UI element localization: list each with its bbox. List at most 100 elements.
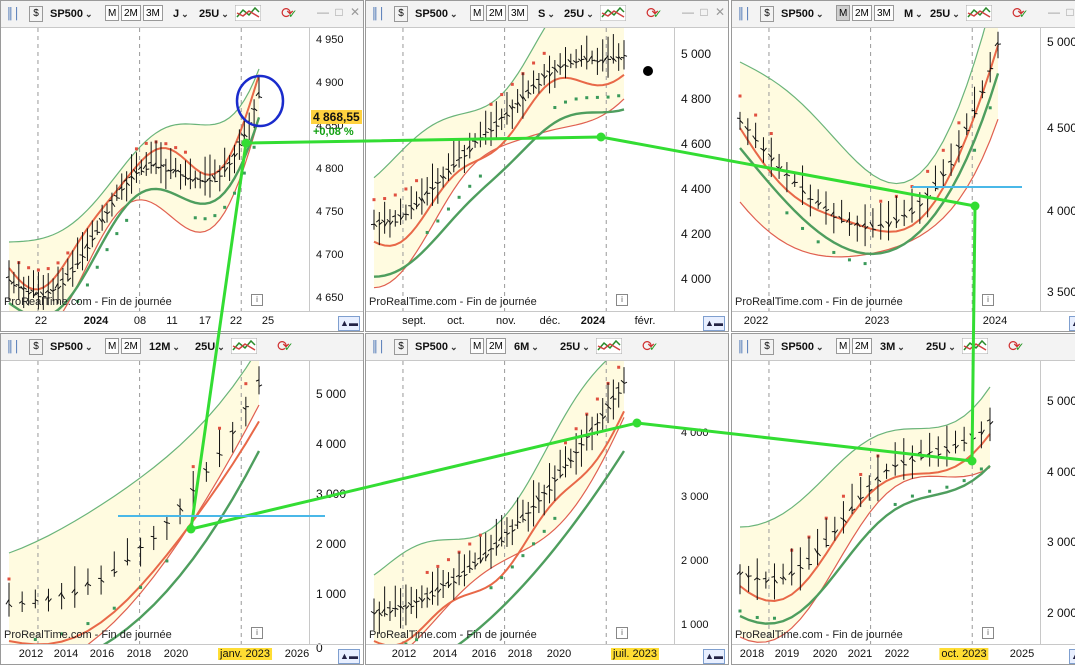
- link-icon[interactable]: $: [394, 6, 408, 22]
- scroll-button-icon[interactable]: ▲▬: [338, 316, 360, 331]
- refresh-icon[interactable]: ⟳✓: [1012, 5, 1029, 22]
- period-button-m[interactable]: M: [836, 338, 851, 354]
- timeframe-select[interactable]: 3M ⌄: [880, 341, 905, 353]
- price-bar-open: [176, 504, 181, 508]
- price-chart[interactable]: ProRealTime.com - Fin de journée i: [732, 28, 1040, 311]
- minimize-icon[interactable]: —: [317, 5, 329, 19]
- period-button-3m[interactable]: 3M: [874, 5, 894, 21]
- price-chart[interactable]: ProRealTime.com - Fin de journée i: [732, 361, 1040, 644]
- period-button-m[interactable]: M: [470, 338, 485, 354]
- period-button-m[interactable]: M: [105, 338, 120, 354]
- link-icon[interactable]: $: [29, 339, 43, 355]
- period-button-3m[interactable]: 3M: [143, 5, 163, 21]
- sar-dot: [393, 193, 397, 197]
- price-bar-close: [373, 611, 378, 615]
- units-select[interactable]: 25U ⌄: [195, 341, 225, 353]
- price-bar-open: [487, 127, 492, 131]
- chart-panel-6[interactable]: ║│ $ SP500 ⌄ M 2M 3M ⌄ 25U ⌄ ⟳✓ ProRealTime.com …: [731, 333, 1075, 665]
- link-icon[interactable]: $: [760, 339, 774, 355]
- chart-panel-5[interactable]: ║│ $ SP500 ⌄ M 2M 6M ⌄ 25U ⌄ ⟳✓ ProRealTime.com …: [365, 333, 729, 665]
- indicators-icon[interactable]: [595, 337, 623, 356]
- scroll-button-icon[interactable]: ▲▬: [1069, 649, 1075, 664]
- info-icon[interactable]: i: [982, 627, 994, 639]
- scroll-button-icon[interactable]: ▲▬: [338, 649, 360, 664]
- ticker-select[interactable]: SP500 ⌄: [50, 341, 93, 353]
- units-select[interactable]: 25U ⌄: [564, 8, 594, 20]
- price-chart[interactable]: ProRealTime.com - Fin de journée i: [366, 361, 674, 644]
- bar-chart-icon[interactable]: ║│: [371, 341, 386, 353]
- info-icon[interactable]: i: [251, 294, 263, 306]
- scroll-button-icon[interactable]: ▲▬: [703, 316, 725, 331]
- indicators-icon[interactable]: [599, 4, 627, 23]
- timeframe-select[interactable]: 6M ⌄: [514, 341, 539, 353]
- units-select[interactable]: 25U ⌄: [199, 8, 229, 20]
- x-tick-label: 2018: [739, 648, 765, 660]
- period-button-m[interactable]: M: [105, 5, 120, 21]
- units-select[interactable]: 25U ⌄: [930, 8, 960, 20]
- link-icon[interactable]: $: [29, 6, 43, 22]
- period-button-2m[interactable]: 2M: [852, 338, 872, 354]
- maximize-icon[interactable]: □: [700, 5, 708, 19]
- chart-panel-4[interactable]: ║│ $ SP500 ⌄ M 2M 12M ⌄ 25U ⌄ ⟳✓ ProRealTime.com…: [0, 333, 364, 665]
- timeframe-select[interactable]: J ⌄: [173, 8, 189, 20]
- period-button-3m[interactable]: 3M: [508, 5, 528, 21]
- chart-panel-1[interactable]: ║│ $ SP500 ⌄ M 2M 3M J ⌄ 25U ⌄ ⟳✓ — □ ✕ ProRealTime.…: [0, 0, 364, 332]
- period-button-2m[interactable]: 2M: [486, 338, 506, 354]
- indicators-icon[interactable]: [234, 4, 262, 23]
- maximize-icon[interactable]: □: [1066, 5, 1074, 19]
- close-icon[interactable]: ✕: [714, 5, 726, 19]
- price-chart[interactable]: ProRealTime.com - Fin de journée i: [1, 28, 309, 311]
- refresh-icon[interactable]: ⟳✓: [642, 338, 659, 355]
- price-bar-close: [490, 129, 495, 132]
- indicators-icon[interactable]: [965, 4, 993, 23]
- link-icon[interactable]: $: [394, 339, 408, 355]
- period-button-m[interactable]: M: [836, 5, 851, 21]
- ticker-select[interactable]: SP500 ⌄: [415, 8, 458, 20]
- bar-chart-icon[interactable]: ║│: [6, 341, 21, 353]
- bar-chart-icon[interactable]: ║│: [737, 8, 752, 20]
- close-icon[interactable]: ✕: [349, 5, 361, 19]
- info-icon[interactable]: i: [982, 294, 994, 306]
- chart-panel-2[interactable]: ║│ $ SP500 ⌄ M 2M 3M S ⌄ 25U ⌄ ⟳✓ — □ ✕ ProRealTime.…: [365, 0, 729, 332]
- period-button-m[interactable]: M: [470, 5, 485, 21]
- info-icon[interactable]: i: [616, 627, 628, 639]
- timeframe-select[interactable]: M ⌄: [904, 8, 923, 20]
- ticker-select[interactable]: SP500 ⌄: [781, 8, 824, 20]
- highlighted-date-label: janv. 2023: [218, 648, 272, 660]
- period-button-2m[interactable]: 2M: [852, 5, 872, 21]
- timeframe-select[interactable]: 12M ⌄: [149, 341, 180, 353]
- price-chart[interactable]: ProRealTime.com - Fin de journée i: [366, 28, 674, 311]
- minimize-icon[interactable]: —: [682, 5, 694, 19]
- refresh-icon[interactable]: ⟳✓: [277, 338, 294, 355]
- info-icon[interactable]: i: [251, 627, 263, 639]
- bar-chart-icon[interactable]: ║│: [6, 8, 21, 20]
- indicators-icon[interactable]: [230, 337, 258, 356]
- ticker-select[interactable]: SP500 ⌄: [50, 8, 93, 20]
- scroll-button-icon[interactable]: ▲▬: [1069, 316, 1075, 331]
- price-chart[interactable]: ProRealTime.com - Fin de journée i: [1, 361, 309, 644]
- units-select[interactable]: 25U ⌄: [926, 341, 956, 353]
- price-bar-open: [583, 55, 588, 61]
- price-bar-close: [739, 120, 744, 124]
- timeframe-select[interactable]: S ⌄: [538, 8, 555, 20]
- refresh-icon[interactable]: ⟳✓: [646, 5, 663, 22]
- scroll-button-icon[interactable]: ▲▬: [703, 649, 725, 664]
- bar-chart-icon[interactable]: ║│: [371, 8, 386, 20]
- units-select[interactable]: 25U ⌄: [560, 341, 590, 353]
- indicators-icon[interactable]: [961, 337, 989, 356]
- period-button-2m[interactable]: 2M: [121, 338, 141, 354]
- refresh-icon[interactable]: ⟳✓: [1008, 338, 1025, 355]
- price-bar-open: [771, 575, 775, 578]
- chart-panel-3[interactable]: ║│ $ SP500⌄ M2M3MM⌄25U⌄⟳✓—□✕ProRealTime.…: [731, 0, 1075, 332]
- period-button-2m[interactable]: 2M: [486, 5, 506, 21]
- ticker-select[interactable]: SP500 ⌄: [415, 341, 458, 353]
- maximize-icon[interactable]: □: [335, 5, 343, 19]
- minimize-icon[interactable]: —: [1048, 5, 1060, 19]
- ticker-select[interactable]: SP500 ⌄: [781, 341, 824, 353]
- link-icon[interactable]: $: [760, 6, 774, 22]
- sar-dot: [988, 106, 992, 110]
- bar-chart-icon[interactable]: ║│: [737, 341, 752, 353]
- info-icon[interactable]: i: [616, 294, 628, 306]
- period-button-2m[interactable]: 2M: [121, 5, 141, 21]
- refresh-icon[interactable]: ⟳✓: [281, 5, 298, 22]
